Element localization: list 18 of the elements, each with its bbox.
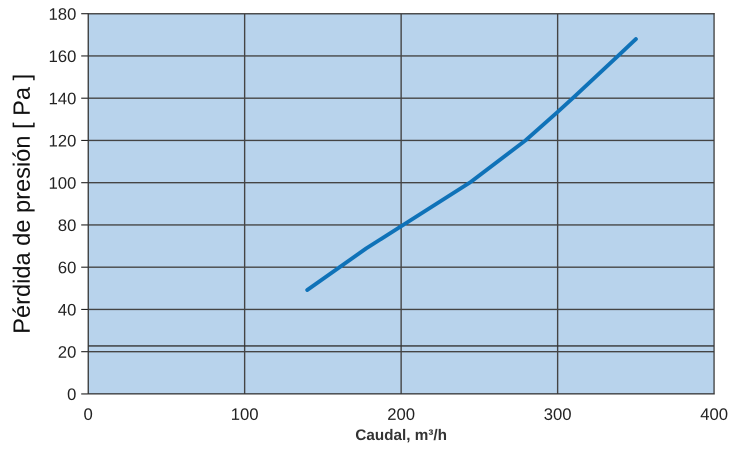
- line-series: [305, 37, 638, 292]
- y-tick-label: 40: [58, 304, 76, 316]
- x-tick-label: 100: [232, 408, 258, 420]
- y-axis-title: Pérdida de presión [ Pa ]: [12, 76, 35, 332]
- y-tick-label: 160: [50, 50, 76, 62]
- x-axis-title: Caudal, m³/h: [356, 428, 446, 442]
- y-tick-label: 100: [50, 177, 76, 189]
- y-tick-label: 80: [58, 219, 76, 232]
- x-tick-label: 0: [84, 408, 92, 420]
- x-tick-label: 400: [700, 408, 728, 420]
- y-tick-label: 120: [50, 134, 76, 147]
- y-tick-label: 0: [68, 388, 76, 400]
- y-tick-label: 60: [58, 262, 76, 274]
- x-tick-label: 200: [388, 408, 414, 420]
- y-tick-label: 180: [50, 8, 76, 20]
- x-tick-label: 300: [544, 408, 571, 420]
- y-tick-label: 140: [50, 92, 76, 104]
- y-tick-label: 20: [58, 346, 76, 358]
